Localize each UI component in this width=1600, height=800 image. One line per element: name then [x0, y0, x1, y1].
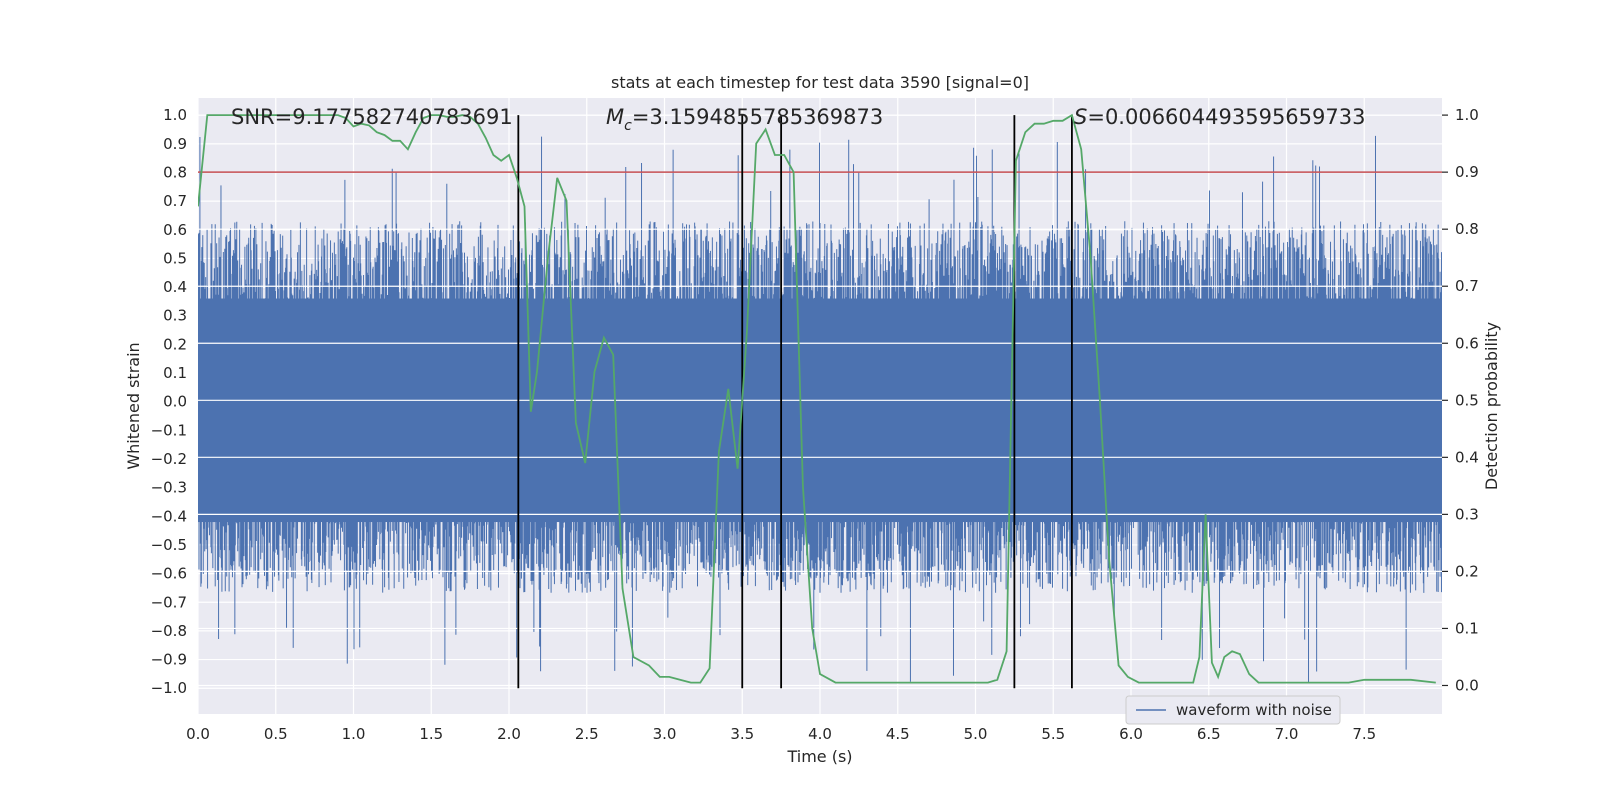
y-tick-label: 1.0	[163, 106, 187, 124]
y-tick-label: −0.4	[151, 507, 187, 525]
legend-box	[1125, 695, 1341, 725]
y-tick-label: −0.8	[151, 622, 187, 640]
x-tick-label: 0.5	[264, 725, 288, 743]
y-tick-label: 0.4	[163, 278, 187, 296]
y2-tick-label: 0.4	[1455, 448, 1479, 466]
s-symbol: S	[1074, 105, 1087, 129]
x-axis-title: Time (s)	[786, 747, 852, 766]
probability-line	[198, 113, 1436, 684]
waveform-series	[198, 135, 1442, 682]
legend-label-waveform: waveform with noise	[1176, 701, 1332, 719]
y2-tick-label: 0.7	[1455, 277, 1479, 295]
y-tick-label: −0.6	[151, 565, 187, 583]
y-tick-label: 0.7	[163, 192, 187, 210]
waveform-core	[198, 298, 1442, 523]
x-tick-label: 2.0	[497, 725, 521, 743]
y2-tick-label: 0.8	[1455, 220, 1479, 238]
y-tick-label: 0.1	[163, 364, 187, 382]
y-tick-label: −0.2	[151, 450, 187, 468]
snr-annotation: SNR=9.177582740783691	[231, 105, 513, 129]
y-tick-label: −0.7	[151, 593, 187, 611]
y-tick-label: 0.0	[163, 393, 187, 411]
y-tick-label: −0.1	[151, 421, 187, 439]
legend: waveform with noise	[1125, 695, 1341, 725]
s-annotation: S=0.006604493595659733	[1074, 105, 1365, 129]
x-tick-label: 0.0	[186, 725, 210, 743]
y2-tick-label: 0.6	[1455, 334, 1479, 352]
y2-tick-label: 0.2	[1455, 562, 1479, 580]
y-tick-label: 0.2	[163, 335, 187, 353]
y-tick-label: −1.0	[151, 679, 187, 697]
x-tick-label: 7.0	[1275, 725, 1299, 743]
y2-tick-label: 1.0	[1455, 106, 1479, 124]
y2-tick-label: 0.5	[1455, 391, 1479, 409]
y-axis-left: −1.0 −0.9 −0.8 −0.7 −0.6 −0.5 −0.4 −0.3 −0.2 −0.1…	[151, 106, 187, 697]
y-tick-label: 0.8	[163, 163, 187, 181]
y-tick-label: 0.9	[163, 135, 187, 153]
y-axis-right: 0.0 0.1 0.2 0.3 0.4 0.5 0.6 0.7 0.8 0.9 1.0	[1442, 106, 1479, 694]
y-tick-label: 0.5	[163, 249, 187, 267]
x-tick-label: 3.0	[653, 725, 677, 743]
chart-title: stats at each timestep for test data 359…	[611, 73, 1029, 92]
chirp-mass-subscript: c	[624, 118, 632, 134]
y2-tick-label: 0.3	[1455, 505, 1479, 523]
y2-tick-label: 0.1	[1455, 619, 1479, 637]
y-tick-label: 0.3	[163, 307, 187, 325]
x-tick-label: 1.5	[419, 725, 443, 743]
overlays	[198, 113, 1442, 689]
x-tick-label: 7.5	[1352, 725, 1376, 743]
y-tick-label: −0.3	[151, 479, 187, 497]
x-axis: 0.0 0.5 1.0 1.5 2.0 2.5 3.0 3.5 4.0 4.5 5.0 5.5 6.0 6…	[186, 725, 1376, 743]
y-tick-label: −0.9	[151, 651, 187, 669]
y-tick-label: −0.5	[151, 536, 187, 554]
x-tick-label: 2.5	[575, 725, 599, 743]
y2-tick-label: 0.0	[1455, 676, 1479, 694]
chirp-mass-symbol: M	[606, 105, 624, 129]
x-tick-label: 6.5	[1197, 725, 1221, 743]
y-axis-title: Whitened strain	[124, 342, 143, 469]
x-tick-label: 3.5	[730, 725, 754, 743]
y2-axis-title: Detection probability	[1482, 322, 1501, 490]
chirp-mass-value: =3.1594855785369873	[632, 105, 883, 129]
x-tick-label: 6.0	[1119, 725, 1143, 743]
x-tick-label: 1.0	[342, 725, 366, 743]
chirp-mass-annotation: Mc=3.1594855785369873	[606, 105, 883, 134]
x-tick-label: 5.0	[964, 725, 988, 743]
x-tick-label: 4.0	[808, 725, 832, 743]
y2-tick-label: 0.9	[1455, 163, 1479, 181]
s-value: =0.006604493595659733	[1087, 105, 1365, 129]
x-tick-label: 4.5	[886, 725, 910, 743]
y-tick-label: 0.6	[163, 221, 187, 239]
x-tick-label: 5.5	[1041, 725, 1065, 743]
